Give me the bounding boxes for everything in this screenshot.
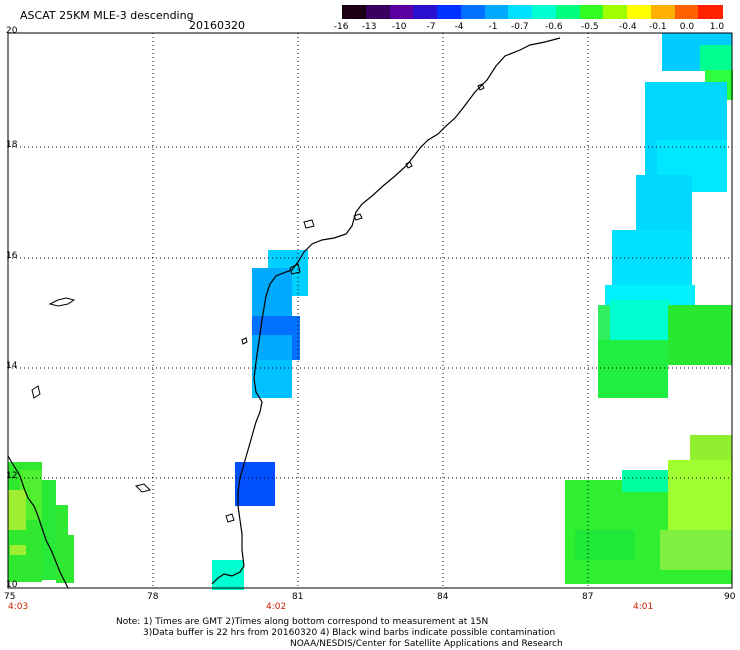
y-tick-label: 16 [6,251,18,261]
colorbar-swatch [627,5,652,19]
colorbar-swatch [555,5,580,19]
note-line-2: 3)Data buffer is 22 hrs from 20160320 4)… [143,628,556,638]
colorbar-tick-label: 1.0 [709,22,725,32]
colorbar-tick-label: -4 [454,22,464,32]
colorbar-tick-label: -7 [426,22,436,32]
colorbar-tick-label: -0.4 [619,22,637,32]
map-frame [7,32,733,589]
map-title: ASCAT 25KM MLE-3 descending [20,9,194,22]
colorbar-swatch [365,5,390,19]
colorbar-swatch [674,5,699,19]
colorbar-swatch [437,5,462,19]
colorbar-swatch [413,5,438,19]
colorbar-swatch [460,5,485,19]
colorbar-tick-label: -0.1 [649,22,667,32]
map-date: 20160320 [189,19,245,32]
x-tick-label: 81 [292,592,304,602]
colorbar-swatch [389,5,414,19]
colorbar-tick-label: -0.6 [545,22,563,32]
gridlines [8,33,732,588]
y-tick-label: 18 [6,140,18,150]
coastline-west-india [7,455,69,589]
swath-right-bottom [565,435,732,584]
y-tick-label: 10 [6,580,18,590]
note-line-1: Note: 1) Times are GMT 2)Times along bot… [116,617,489,627]
x-tick-label: 84 [437,592,449,602]
colorbar-swatch [342,5,367,19]
swath-right-top [598,33,733,398]
x-tick-label: 78 [147,592,159,602]
colorbar-swatch [650,5,675,19]
colorbar-tick-label: 0.0 [679,22,695,32]
colorbar-tick-label: -16 [333,22,349,32]
note-line-3: NOAA/NESDIS/Center for Satellite Applica… [290,639,563,649]
coastline-east-india [211,37,561,585]
colorbar-tick-label: -1 [488,22,498,32]
colorbar-swatch [603,5,628,19]
colorbar-tick-label: -0.7 [511,22,529,32]
swath-left-bottom [8,462,74,583]
colorbar-swatch [579,5,604,19]
colorbar-swatch [532,5,557,19]
colorbar-tick-label: -13 [361,22,377,32]
y-tick-label: 12 [6,471,18,481]
time-label: 4:03 [8,602,29,612]
colorbar-tick-label: -0.5 [581,22,599,32]
x-tick-label: 90 [724,592,736,602]
y-tick-label: 20 [6,26,18,36]
colorbar-swatch [698,5,723,19]
swath-center [212,250,308,590]
colorbar-tick-label: -10 [391,22,407,32]
x-tick-label: 75 [4,592,16,602]
y-tick-label: 14 [6,361,18,371]
time-label: 4:02 [266,602,287,612]
colorbar-swatch [484,5,509,19]
colorbar-swatch [508,5,533,19]
x-tick-label: 87 [582,592,594,602]
time-label: 4:01 [633,602,654,612]
islands [31,83,485,523]
